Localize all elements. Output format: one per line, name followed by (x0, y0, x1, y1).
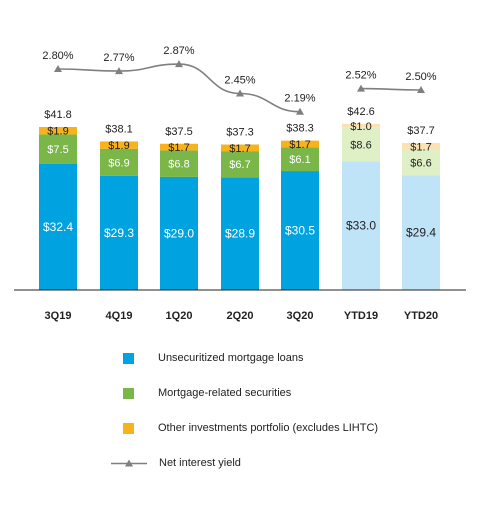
x-tick-label: YTD20 (404, 310, 438, 322)
chart: $32.4 $7.5 $1.9 $41.8 3Q19 $29.3 $6.9 $1.9 $38.1… (14, 45, 466, 322)
bar-3q19-series-3 (39, 126, 77, 135)
bar-3q20-series-1 (281, 171, 319, 290)
legend-swatch (123, 352, 134, 364)
bar-4q19-series-2 (100, 148, 138, 176)
bar-2q20-series-3 (221, 144, 259, 152)
data-label: $1.7 (168, 142, 189, 154)
data-label: $6.8 (168, 159, 189, 171)
data-label: $29.3 (104, 226, 134, 240)
total-label: $38.3 (286, 123, 314, 135)
x-tick-label: YTD19 (344, 310, 378, 322)
legend-swatch (123, 422, 134, 434)
yield-line-segment-1 (57, 63, 301, 113)
data-label: $6.1 (289, 154, 310, 166)
data-label: $28.9 (225, 227, 255, 241)
x-tick-label: 1Q20 (166, 310, 193, 322)
data-label: $6.6 (410, 157, 431, 169)
bar-ytd20-series-2 (402, 149, 440, 176)
bar-3q19-series-2 (39, 134, 77, 164)
legend-label: Net interest yield (159, 457, 241, 469)
x-tick-label: 3Q19 (45, 310, 72, 322)
yield-marker (296, 107, 304, 115)
bar-ytd19-series-1 (342, 161, 380, 290)
data-label: $32.4 (43, 220, 73, 234)
yield-label: 2.19% (284, 93, 315, 105)
bar-ytd19-series-3 (342, 123, 380, 128)
total-label: $38.1 (105, 123, 133, 135)
yield-marker (175, 60, 183, 68)
yield-label: 2.77% (103, 52, 134, 64)
yield-marker (357, 84, 365, 92)
bar-2q20-series-1 (221, 177, 259, 290)
bar-2q20-series-2 (221, 151, 259, 178)
legend-label: Unsecuritized mortgage loans (158, 352, 304, 364)
bar-1q20-series-2 (160, 150, 198, 177)
legend-item-mortgage-securities: Mortgage-related securities (123, 385, 291, 401)
bar-1q20-series-1 (160, 176, 198, 290)
data-label: $1.7 (410, 141, 431, 153)
bar-ytd20-series-1 (402, 175, 440, 290)
data-label: $8.6 (350, 140, 371, 152)
total-label: $37.3 (226, 127, 254, 139)
yield-line-segment-2 (360, 87, 422, 91)
yield-label: 2.50% (405, 71, 436, 83)
yield-marker (417, 86, 425, 93)
legend-label: Mortgage-related securities (158, 387, 292, 399)
bar-4q19-series-3 (100, 141, 138, 149)
data-label: $29.0 (164, 226, 194, 240)
data-label: $6.7 (229, 159, 250, 171)
total-label: $37.5 (165, 126, 193, 138)
x-tick-label: 2Q20 (227, 310, 254, 322)
data-label: $1.9 (108, 140, 129, 152)
data-label: $1.7 (229, 143, 250, 155)
legend-swatch (123, 387, 134, 399)
legend-item-unsecuritized: Unsecuritized mortgage loans (123, 350, 304, 366)
bar-4q19-series-1 (100, 175, 138, 290)
x-tick-label: 4Q19 (106, 310, 133, 322)
yield-label: 2.45% (224, 75, 255, 87)
total-label: $41.8 (44, 109, 72, 121)
yield-marker (236, 89, 244, 97)
line-marker-icon (111, 459, 147, 466)
legend-label: Other investments portfolio (excludes LI… (158, 422, 379, 434)
x-tick-label: 3Q20 (287, 310, 314, 322)
data-label: $33.0 (346, 219, 376, 233)
total-label: $42.6 (347, 106, 375, 118)
bar-1q20-series-3 (160, 143, 198, 151)
data-label: $30.5 (285, 224, 315, 238)
legend-item-other-investments: Other investments portfolio (excludes LI… (123, 420, 378, 436)
total-label: $37.7 (407, 125, 435, 137)
data-label: $1.7 (289, 139, 310, 151)
data-label: $6.9 (108, 157, 129, 169)
legend-item-net-interest-yield: Net interest yield (111, 455, 241, 471)
data-label: $29.4 (406, 226, 436, 240)
bar-3q19-series-1 (39, 163, 77, 290)
data-label: $7.5 (47, 144, 68, 156)
bar-3q20-series-2 (281, 147, 319, 172)
data-label: $1.0 (350, 121, 371, 133)
yield-label: 2.80% (42, 50, 73, 62)
yield-label: 2.52% (345, 70, 376, 82)
yield-marker (115, 67, 123, 75)
yield-marker (54, 65, 62, 72)
yield-label: 2.87% (163, 45, 194, 57)
bar-ytd20-series-3 (402, 142, 440, 150)
data-label: $1.9 (47, 126, 68, 138)
bar-ytd19-series-2 (342, 127, 380, 162)
bar-3q20-series-3 (281, 140, 319, 148)
